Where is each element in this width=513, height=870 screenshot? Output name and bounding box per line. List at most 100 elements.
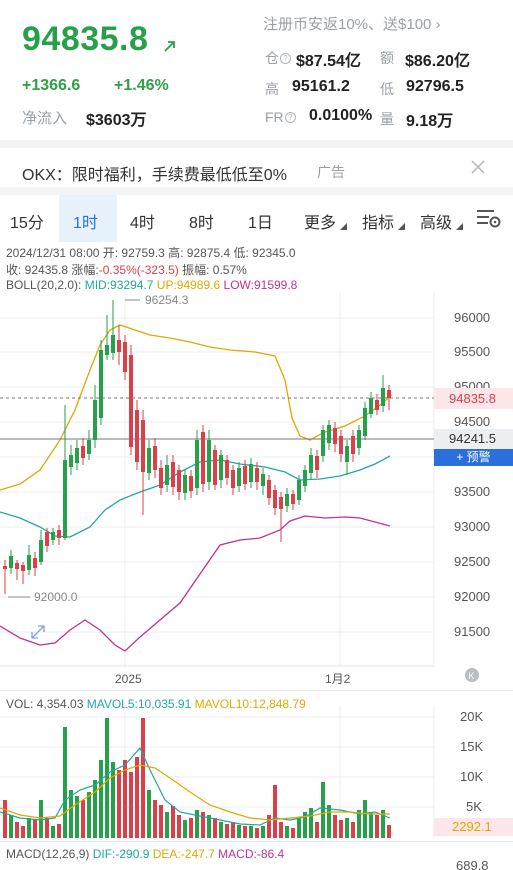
volume-bar — [111, 762, 115, 838]
volume-bar — [249, 826, 253, 838]
section-divider — [0, 140, 513, 148]
candle — [183, 470, 187, 500]
candle — [339, 430, 343, 462]
volume-last-tag-bg — [434, 818, 513, 836]
volume-bar — [321, 782, 325, 838]
candle — [207, 430, 211, 490]
tab-highlight — [59, 195, 117, 242]
tab-advanced[interactable]: 高级 — [420, 209, 464, 233]
volume-bar — [285, 826, 289, 838]
price-alert-button[interactable]: + 预警 — [434, 449, 513, 466]
volume-bar — [291, 828, 295, 838]
svg-text:K: K — [469, 671, 475, 681]
tab-15m[interactable]: 15分 — [10, 215, 44, 232]
fr-value: 0.0100% — [309, 107, 373, 124]
candle — [285, 488, 289, 512]
candle — [147, 440, 151, 480]
tab-4h[interactable]: 4时 — [130, 215, 155, 232]
candle — [303, 465, 307, 492]
tab-indicator[interactable]: 指标 — [362, 209, 406, 233]
candle — [315, 450, 319, 478]
tab-more-label: 更多 — [304, 215, 337, 232]
e-value: $86.20亿 — [405, 53, 470, 70]
volume-axis: 20K 15K 10K 5K — [460, 709, 483, 814]
volume-bar — [219, 822, 223, 838]
stat-fr: FR? — [265, 109, 296, 127]
price-axis-label: 92000 — [454, 589, 490, 604]
tab-more[interactable]: 更多 — [304, 209, 348, 233]
help-icon[interactable]: ? — [284, 112, 296, 123]
volume-bar — [261, 826, 265, 838]
candle — [219, 450, 223, 488]
promo-link[interactable]: 注册币安返10%、送$100 › — [263, 16, 441, 33]
high-value: 95161.2 — [292, 78, 350, 95]
low-value: 92796.5 — [406, 78, 464, 95]
cang-label: 仓 — [265, 50, 279, 66]
volume-bar — [225, 824, 229, 838]
volume-bar — [15, 822, 19, 838]
stat-cang: 仓? — [265, 48, 291, 68]
candle — [171, 455, 175, 495]
candle — [27, 545, 31, 575]
tab-1d[interactable]: 1日 — [248, 215, 273, 232]
netflow-label: 净流入 — [22, 110, 68, 127]
help-icon[interactable]: ? — [280, 53, 291, 64]
chart-grid — [0, 292, 435, 666]
tab-8h[interactable]: 8时 — [189, 215, 214, 232]
tab-indicator-label: 指标 — [362, 215, 395, 232]
volume-bar — [309, 808, 313, 838]
volume-bar — [9, 815, 13, 838]
volume-bar — [39, 800, 43, 838]
candle — [375, 394, 379, 415]
volume-bar — [27, 818, 31, 838]
candle — [237, 462, 241, 492]
volume-bar — [303, 812, 307, 838]
tab-1h[interactable]: 1时 — [73, 215, 98, 232]
candle — [159, 460, 163, 495]
mavol10-line — [0, 764, 390, 821]
e-label: 额 — [380, 50, 394, 66]
candle — [369, 392, 373, 418]
candles — [3, 300, 391, 594]
volume-bar — [207, 815, 211, 838]
candle — [63, 405, 67, 540]
volume-chart[interactable]: 20K 15K 10K 5K 2292.1 — [0, 705, 513, 845]
arrow-up-right-icon — [164, 41, 175, 52]
volume-bar — [57, 824, 61, 838]
mavol10-text: MAVOL10:12,848.79 — [194, 697, 306, 711]
candle-info-line1: 2024/12/31 08:00 开: 92759.3 高: 92875.4 低… — [6, 246, 296, 260]
candle — [279, 492, 283, 542]
volume-bar — [117, 770, 121, 838]
boll-low: LOW:91599.8 — [223, 278, 298, 292]
candlestick-chart[interactable]: 96254.3 92000.0 96000 95500 95000 94500 … — [0, 292, 513, 692]
close-icon[interactable] — [469, 158, 487, 176]
vol-label: 量 — [380, 111, 394, 127]
pane-divider — [0, 690, 513, 691]
candle — [153, 438, 157, 478]
candle-info-line2: 收: 92435.8 涨幅:-0.35%(-323.5) 振幅: 0.57% — [6, 261, 247, 278]
volume-bar — [237, 825, 241, 838]
ad-text[interactable]: OKX：限时福利，手续费最低低至0% — [22, 167, 287, 184]
candle — [357, 425, 361, 455]
boll-low-line — [0, 515, 391, 652]
chart-settings-icon[interactable] — [476, 208, 502, 228]
candle — [117, 325, 121, 365]
candle — [261, 468, 265, 495]
candle — [177, 465, 181, 500]
volume-bar — [135, 757, 139, 838]
candle — [135, 400, 139, 470]
candle — [9, 550, 13, 574]
candle — [87, 430, 91, 460]
expand-icon[interactable] — [31, 625, 45, 639]
candle — [33, 552, 37, 576]
volume-bar — [345, 818, 349, 838]
candle — [195, 430, 199, 495]
candle — [189, 470, 193, 498]
price-axis-label: 93500 — [454, 484, 490, 499]
volume-bar — [231, 822, 235, 838]
volume-bar — [375, 815, 379, 838]
volume-info: VOL: 4,354.03 MAVOL5:10,035.91 MAVOL10:1… — [6, 697, 306, 711]
volume-bar — [351, 822, 355, 838]
volume-bar — [69, 790, 73, 838]
volume-bar — [87, 792, 91, 838]
